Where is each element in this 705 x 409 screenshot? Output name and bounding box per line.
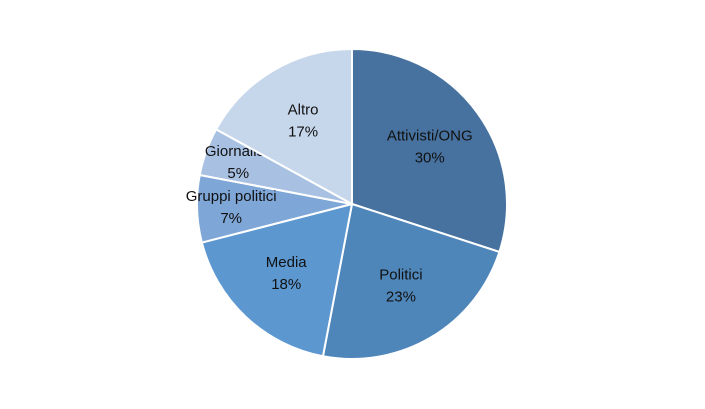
slice-value-label: 18% xyxy=(271,276,301,293)
pie-slice xyxy=(321,202,501,360)
slice-value-label: 5% xyxy=(227,165,249,182)
pie-slice xyxy=(200,202,354,358)
slice-label: Gruppi politici xyxy=(186,188,277,205)
slice-value-label: 23% xyxy=(386,289,416,306)
slice-label: Politici xyxy=(379,267,422,284)
slice-value-label: 30% xyxy=(415,149,445,166)
pie-slice xyxy=(351,47,508,254)
slice-value-label: 17% xyxy=(288,123,318,140)
slice-label: Altro xyxy=(288,101,319,118)
slice-label: Media xyxy=(266,254,308,271)
slice-value-label: 7% xyxy=(220,210,242,227)
slice-label: Attivisti/ONG xyxy=(387,127,473,144)
pie-slice xyxy=(214,47,353,206)
